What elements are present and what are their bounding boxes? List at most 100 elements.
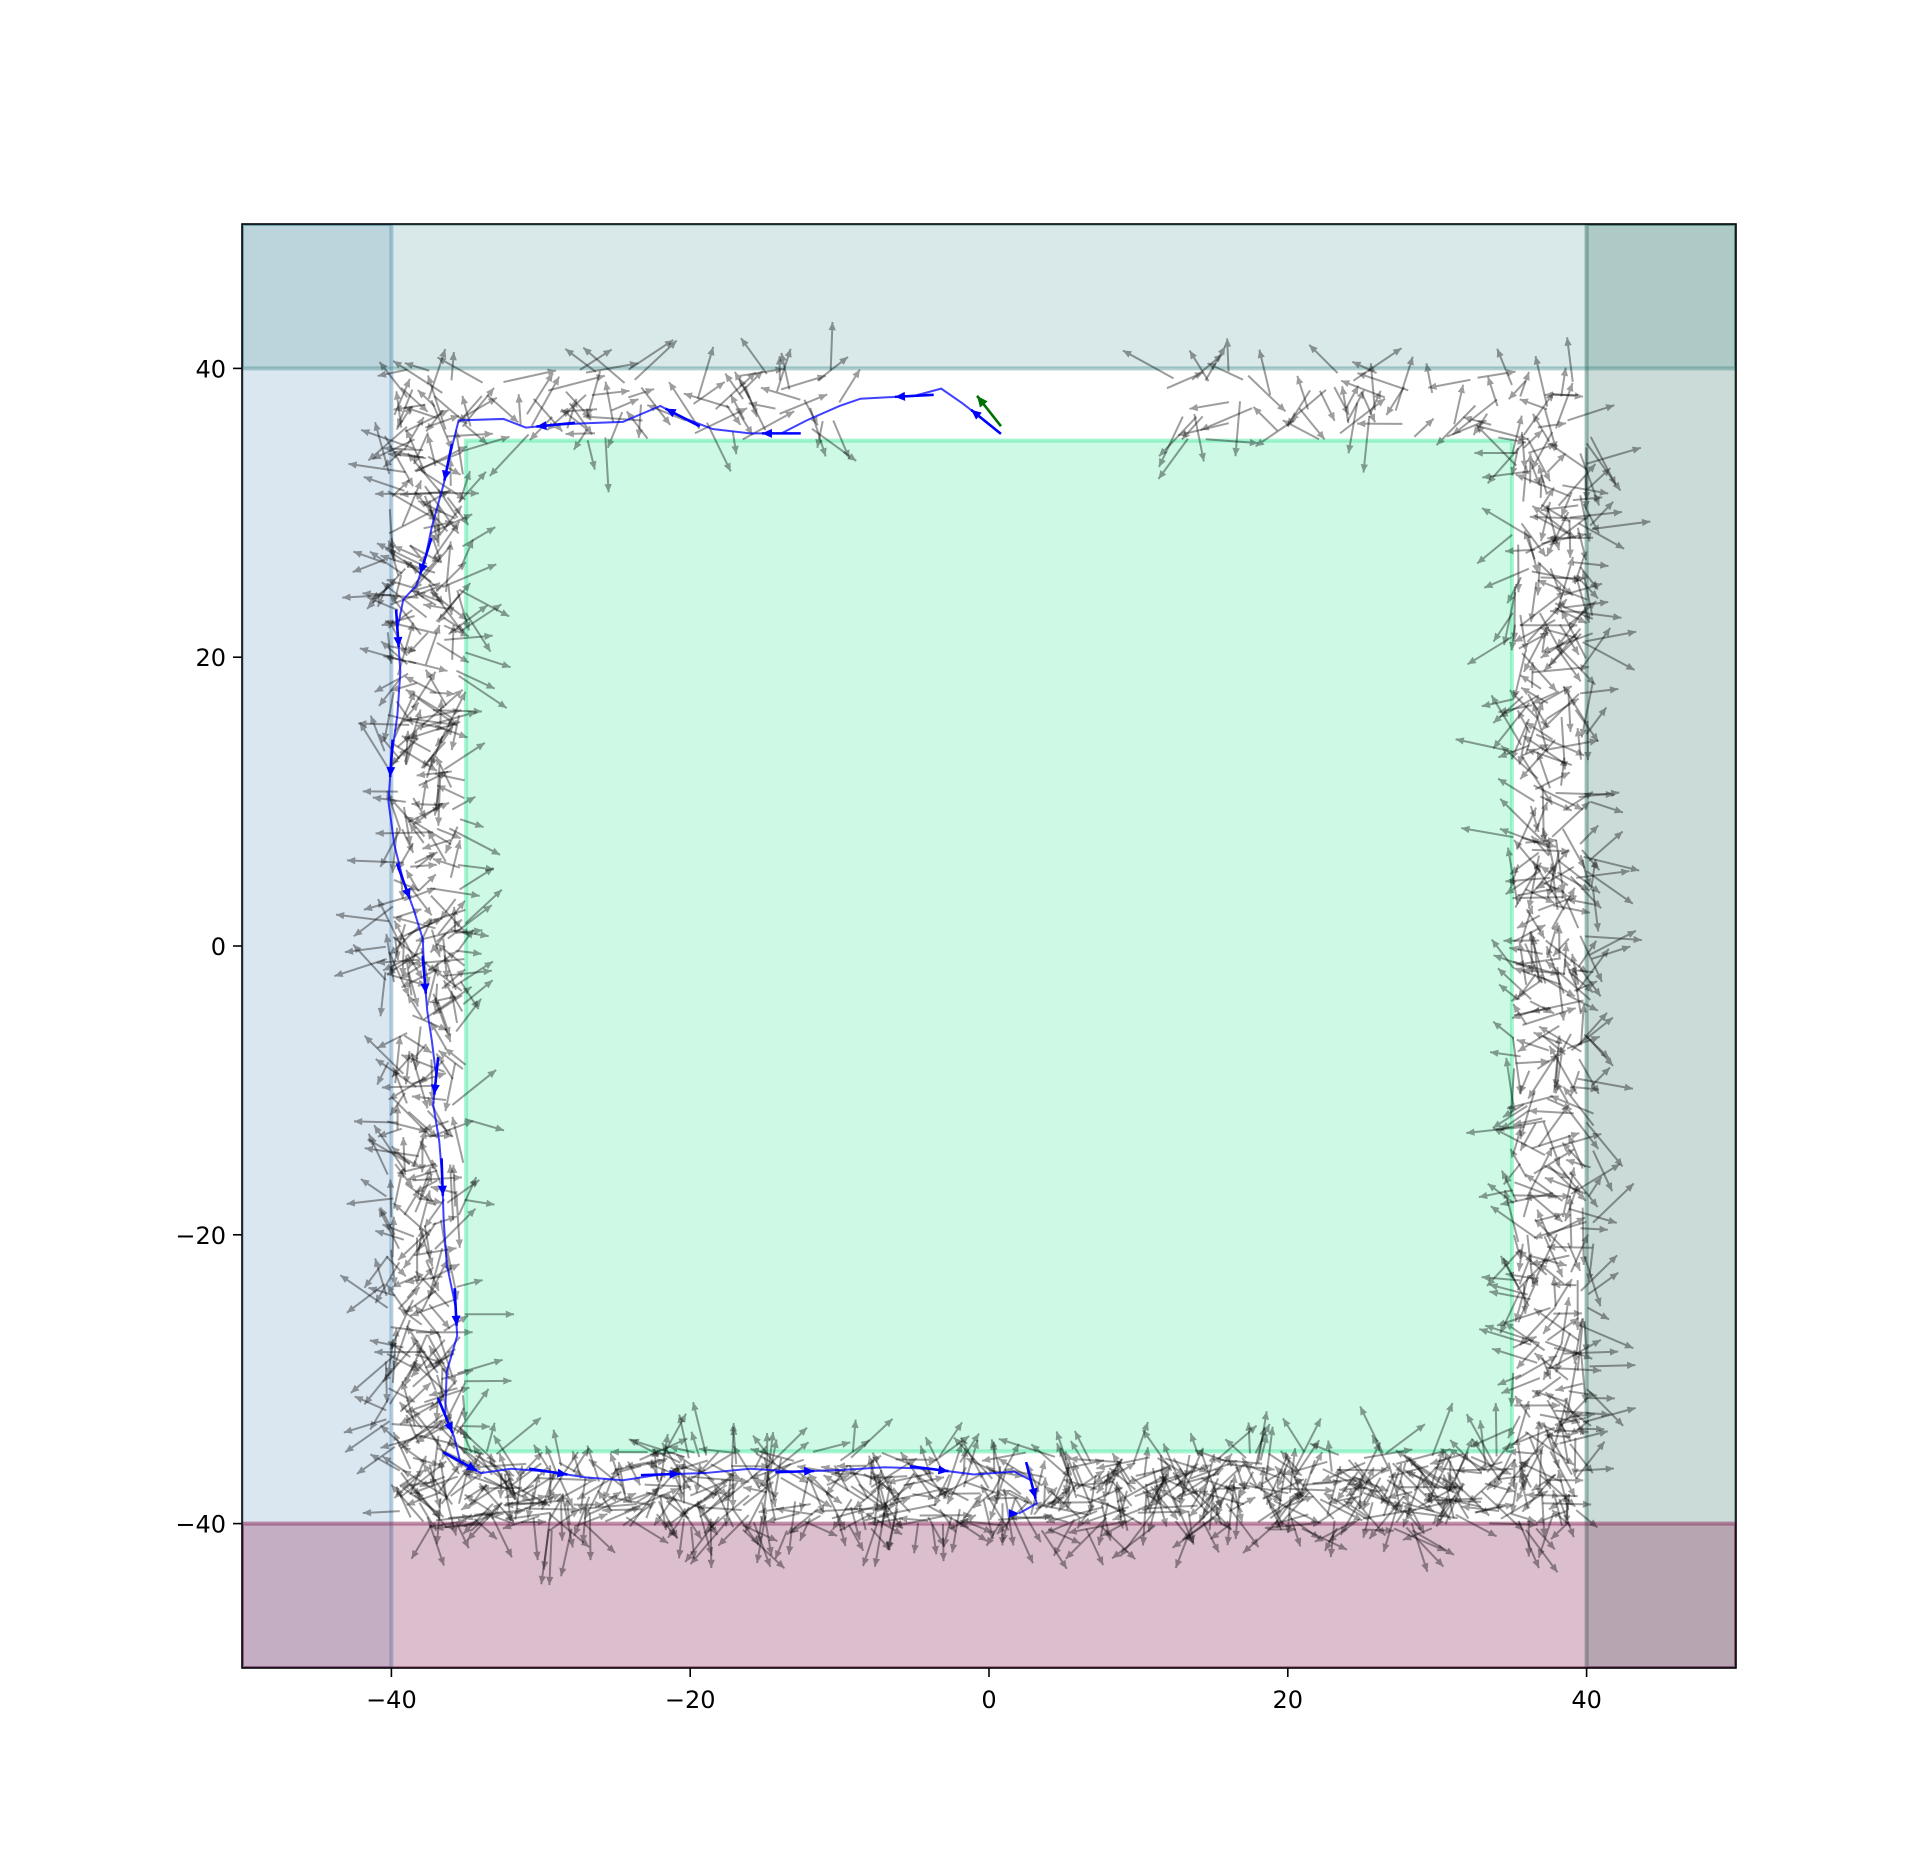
particle-arrow — [826, 1474, 850, 1487]
particle-arrow — [1516, 914, 1541, 929]
particle-arrow — [1522, 1191, 1533, 1218]
particle-arrow — [422, 726, 454, 769]
particle-arrow — [444, 826, 459, 854]
particle-arrow — [1518, 631, 1550, 650]
particle-arrow — [362, 787, 398, 796]
particle-arrow — [529, 416, 553, 441]
particle-arrow — [435, 918, 463, 943]
particle-arrow — [1509, 945, 1543, 955]
particle-arrow — [635, 404, 643, 438]
particle-arrow — [1541, 880, 1565, 894]
particle-arrow — [1343, 1499, 1372, 1520]
particle-arrow — [1049, 1467, 1070, 1509]
particle-arrow — [1008, 1513, 1047, 1522]
particle-arrow — [460, 395, 472, 427]
particle-arrow — [1042, 1514, 1068, 1524]
particle-arrow — [1416, 1465, 1445, 1509]
particle-arrow — [863, 1473, 900, 1496]
particle-arrow — [428, 1303, 451, 1330]
particle-arrow — [460, 539, 475, 568]
particle-arrow — [1340, 379, 1386, 399]
particle-arrow — [442, 938, 450, 979]
particle-arrow — [1558, 1498, 1575, 1538]
particle-arrow — [606, 411, 624, 449]
particle-arrow — [639, 1437, 688, 1461]
particle-arrow — [393, 701, 420, 733]
particle-arrow — [431, 929, 442, 958]
particle-arrow — [831, 1470, 859, 1478]
particle-arrow — [602, 1506, 643, 1514]
particle-arrow — [710, 1463, 743, 1481]
trajectory-arrow — [536, 421, 576, 431]
particle-arrow — [503, 1494, 547, 1507]
particle-arrow — [1493, 1453, 1513, 1490]
particle-arrow — [384, 435, 415, 487]
particle-arrow — [423, 495, 441, 534]
particle-arrow — [1254, 1423, 1271, 1454]
particle-arrow — [1546, 452, 1567, 473]
particle-arrow — [749, 1458, 805, 1480]
particle-arrow — [560, 407, 598, 415]
particle-arrow — [418, 770, 449, 787]
particle-arrow — [1509, 624, 1517, 651]
particle-arrow — [1274, 1465, 1305, 1498]
particle-arrow — [1569, 509, 1623, 519]
particle-arrow — [1530, 1194, 1564, 1223]
particle-arrow — [1150, 1468, 1171, 1504]
particle-arrow — [1519, 674, 1542, 690]
particle-arrow — [1138, 1504, 1198, 1513]
particle-arrow — [696, 346, 715, 399]
particle-arrow — [1208, 1483, 1218, 1531]
particle-arrow — [752, 1434, 776, 1465]
particle-arrow — [1064, 1516, 1108, 1560]
particle-arrow — [369, 715, 386, 752]
particle-arrow — [1309, 1442, 1340, 1456]
particle-arrow — [1392, 1462, 1434, 1504]
particle-arrow — [429, 1120, 474, 1139]
particle-arrow — [1548, 863, 1559, 910]
particle-arrow — [1546, 1216, 1586, 1238]
particle-arrow — [430, 887, 480, 899]
particle-arrow — [1190, 1459, 1238, 1480]
particle-arrow — [423, 519, 454, 530]
particle-arrow — [1471, 1438, 1503, 1484]
particle-arrow — [1513, 967, 1561, 986]
particle-arrow — [1518, 1461, 1563, 1483]
particle-arrow — [1586, 467, 1612, 490]
particle-arrow — [1568, 966, 1594, 975]
particle-arrow — [1526, 598, 1568, 643]
particle-arrow — [1478, 1189, 1514, 1200]
particle-arrow — [426, 1516, 445, 1566]
particle-arrow — [1581, 611, 1622, 621]
trajectory-path — [386, 387, 1038, 1518]
particle-arrow — [1255, 418, 1297, 448]
particle-arrow — [456, 669, 496, 690]
particle-arrow — [755, 1517, 763, 1545]
particle-arrow — [423, 1198, 446, 1228]
particle-arrow — [1312, 1476, 1361, 1485]
particle-arrow — [1557, 871, 1591, 892]
particle-arrow — [1500, 744, 1539, 780]
trajectory-arrow — [430, 1057, 440, 1095]
particle-arrow — [1579, 1324, 1634, 1350]
particle-arrow — [427, 950, 458, 972]
particle-arrow — [383, 1361, 391, 1403]
particle-arrow — [1555, 603, 1590, 649]
particle-arrow — [1543, 408, 1558, 451]
particle-arrow — [390, 741, 438, 772]
particle-arrow — [391, 479, 411, 498]
particle-arrow — [374, 672, 409, 693]
particle-arrow — [1550, 607, 1587, 615]
particle-arrow — [1132, 1421, 1149, 1465]
particle-arrow — [393, 449, 427, 460]
particle-arrow — [538, 1528, 550, 1585]
particle-arrow — [366, 567, 407, 610]
particle-arrow — [375, 829, 434, 837]
particle-arrow — [1224, 1438, 1247, 1459]
trajectory-arrow — [640, 1469, 680, 1479]
particle-arrow — [1497, 1374, 1522, 1386]
particle-arrow — [1533, 1148, 1575, 1175]
particle-arrow — [401, 1486, 445, 1518]
particle-arrow — [446, 1179, 480, 1204]
particle-arrow — [1585, 1035, 1614, 1067]
